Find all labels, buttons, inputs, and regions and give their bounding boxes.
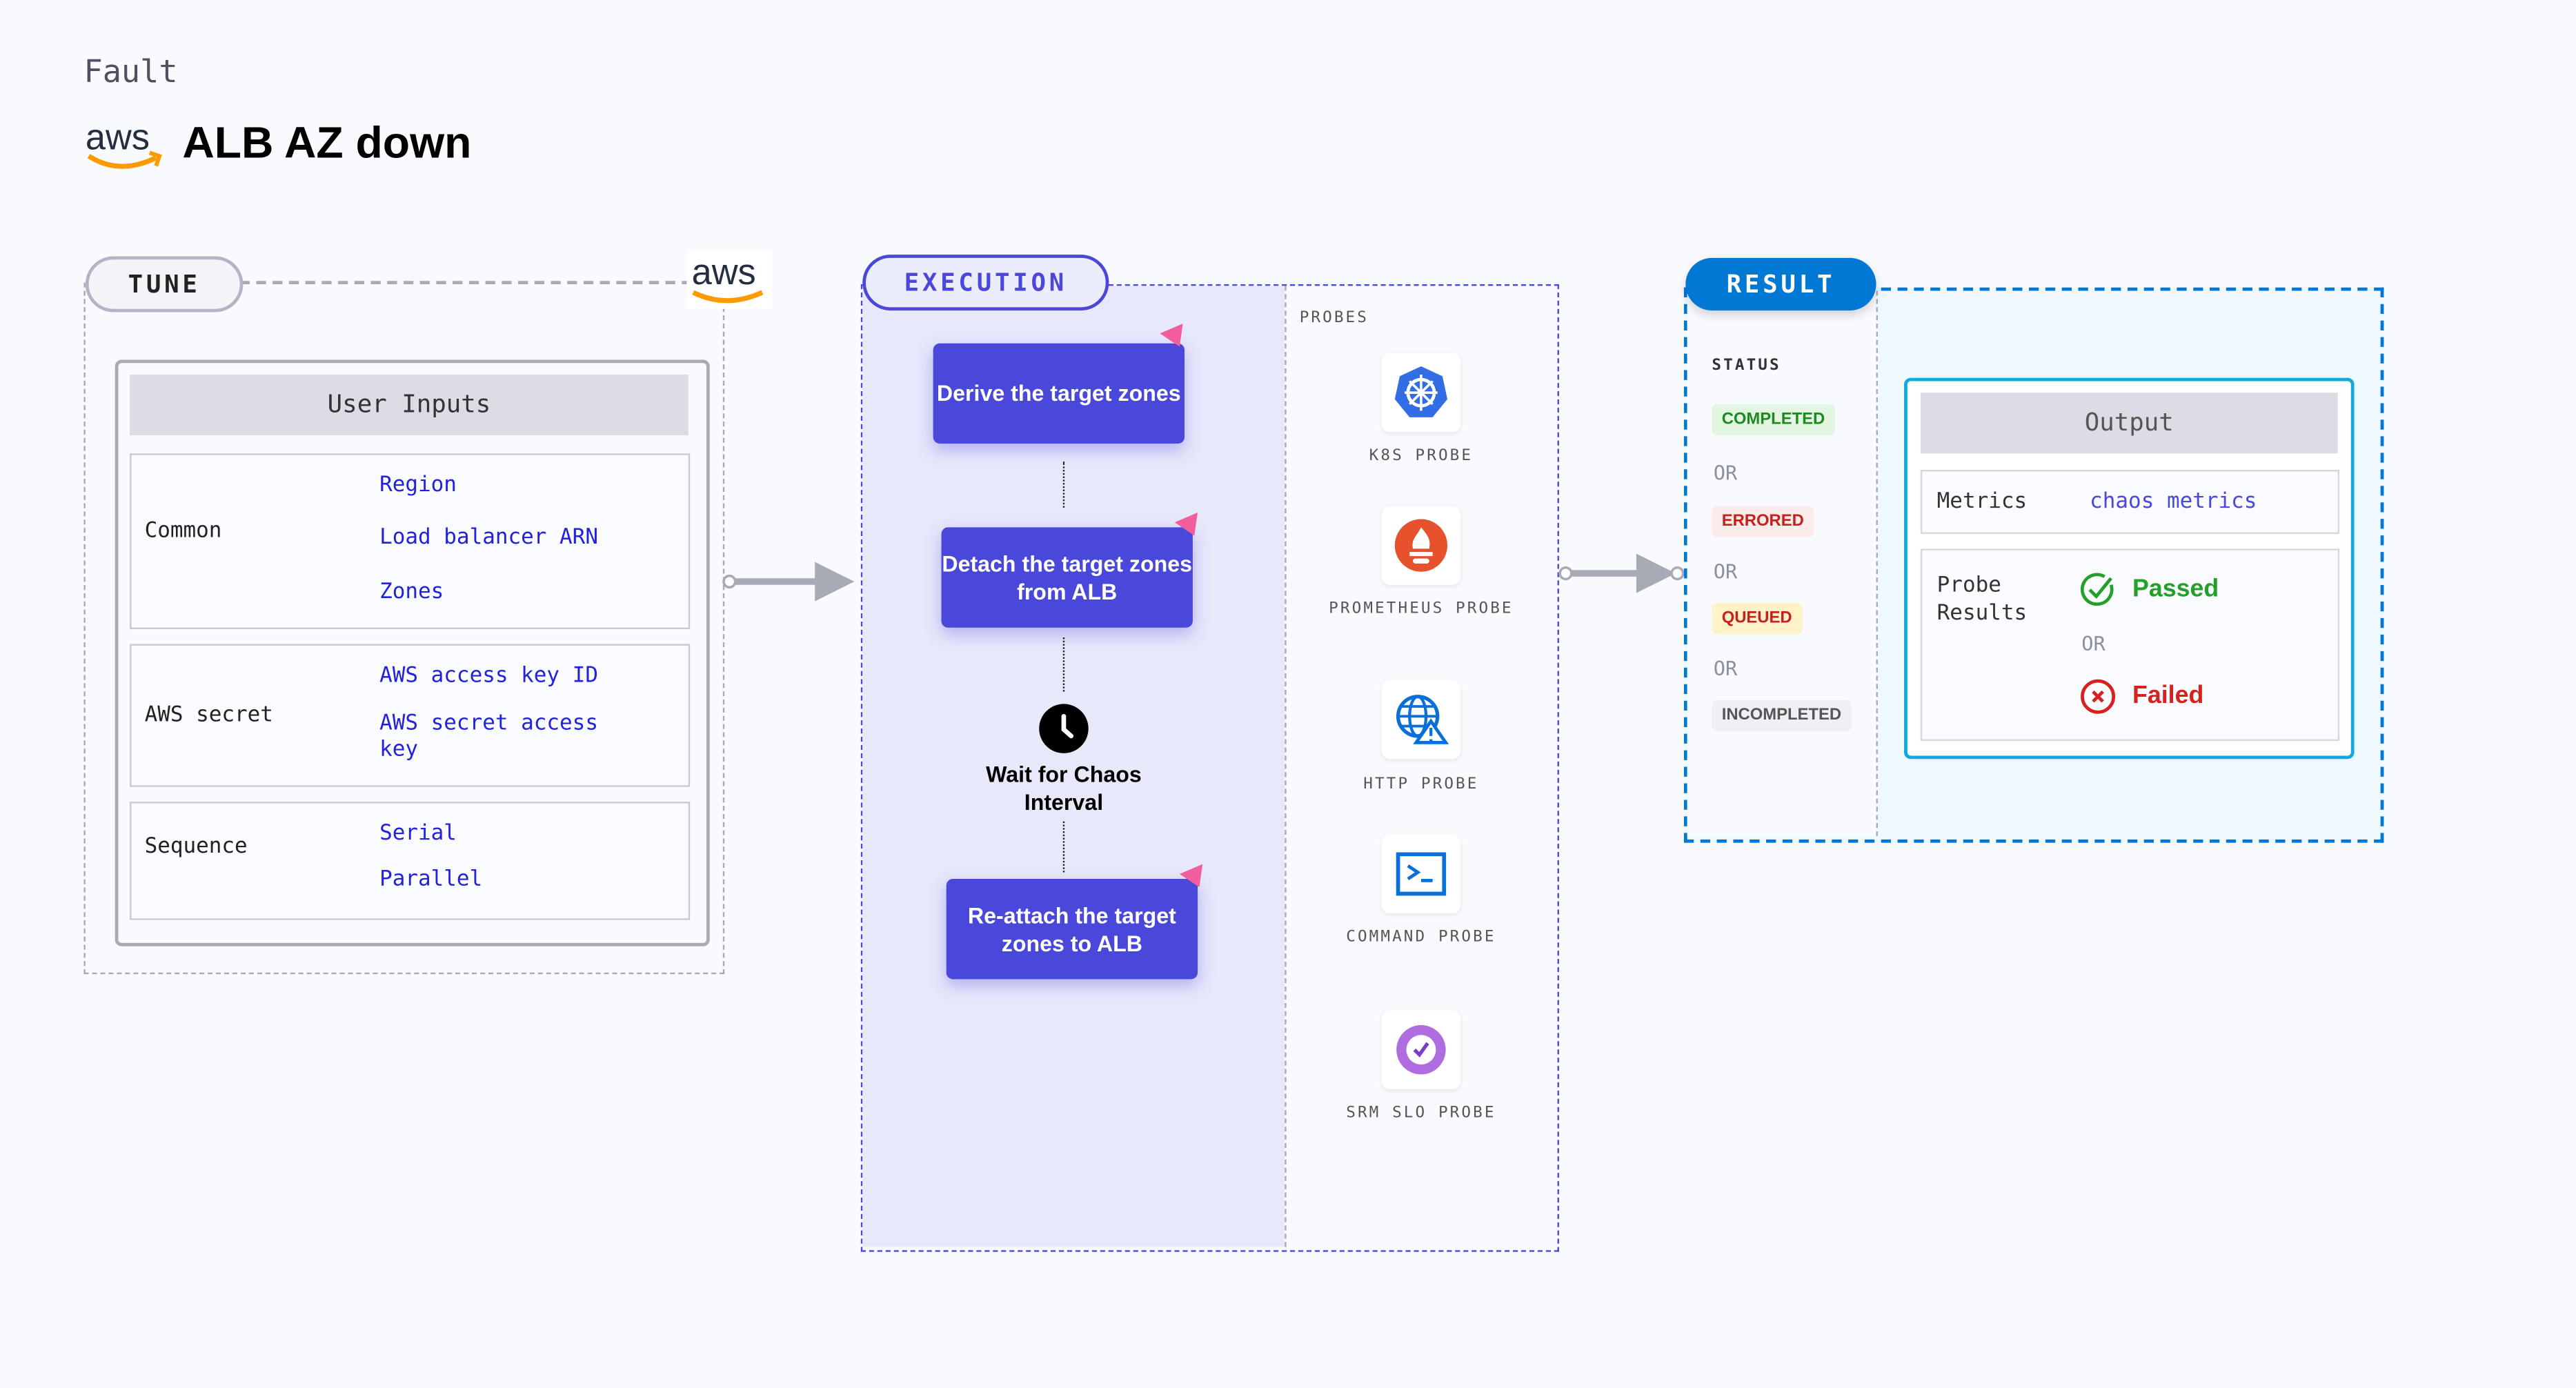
chaos-badge-icon (1160, 324, 1183, 347)
probe-label: K8S PROBE (1369, 446, 1474, 465)
step-wait-chaos-interval: Wait for Chaos Interval (986, 762, 1142, 815)
probe-command[interactable] (1381, 834, 1461, 914)
probes-title: PROBES (1299, 308, 1369, 327)
metrics-value: chaos metrics (2090, 489, 2257, 515)
section-label: Sequence (144, 834, 248, 860)
status-incompleted: INCOMPLETED (1712, 700, 1852, 731)
status-title: STATUS (1712, 356, 1781, 375)
probe-label: COMMAND PROBE (1346, 928, 1496, 946)
probe-label: HTTP PROBE (1363, 775, 1479, 794)
svg-text:aws: aws (86, 118, 150, 157)
or-label: OR (2081, 632, 2106, 656)
section-aws-secret: AWS secret AWS access key ID AWS secret … (130, 644, 691, 787)
failed-label: Failed (2132, 682, 2204, 710)
status-queued: QUEUED (1712, 602, 1802, 635)
status-column (1687, 290, 1878, 837)
probe-label: SRM SLO PROBE (1346, 1104, 1496, 1122)
tune-label: TUNE (85, 256, 244, 313)
connector (1062, 462, 1065, 508)
section-sequence: Sequence Serial Parallel (130, 802, 691, 920)
passed-label: Passed (2132, 575, 2219, 603)
output-title: Output (1920, 393, 2338, 454)
http-globe-icon (1396, 695, 1449, 744)
chaos-badge-icon (1179, 864, 1203, 887)
probe-results-label: Probe Results (1936, 573, 2028, 626)
probe-prometheus[interactable] (1381, 506, 1461, 585)
input-aws-access-key-id: AWS access key ID (379, 664, 598, 688)
aws-logo-icon: aws (686, 249, 773, 309)
arrow-tune-to-execution-icon (722, 562, 855, 602)
step-label: Detach the target zones from ALB (942, 551, 1193, 604)
or-label: OR (1713, 462, 1738, 485)
svg-text:aws: aws (692, 252, 756, 293)
clock-icon (1039, 704, 1089, 753)
or-label: OR (1713, 657, 1738, 680)
section-label: AWS secret (144, 703, 273, 728)
step-label: Re-attach the target zones to ALB (967, 902, 1176, 955)
probe-label: PROMETHEUS PROBE (1329, 599, 1514, 618)
page-title: ALB AZ down (182, 118, 472, 168)
arrow-execution-to-result-icon (1558, 553, 1685, 593)
tune-divider (239, 281, 692, 284)
aws-logo-icon: aws (86, 118, 162, 169)
step-detach-target-zones[interactable]: Detach the target zones from ALB (941, 527, 1193, 628)
status-completed: COMPLETED (1712, 404, 1835, 436)
x-circle-icon (2081, 679, 2116, 714)
user-inputs-title: User Inputs (130, 374, 688, 436)
terminal-icon (1396, 852, 1447, 896)
section-label: Common (144, 519, 222, 544)
chaos-badge-icon (1174, 512, 1198, 536)
step-label: Derive the target zones (936, 381, 1181, 406)
probe-srm-slo[interactable] (1381, 1010, 1461, 1089)
metrics-row: Metrics chaos metrics (1920, 470, 2340, 534)
sequence-parallel: Parallel (379, 867, 483, 893)
input-zones: Zones (379, 579, 444, 605)
metrics-label: Metrics (1936, 489, 2028, 515)
fault-label: Fault (83, 54, 178, 90)
execution-steps-area (862, 286, 1285, 1247)
section-common: Common Region Load balancer ARN Zones (130, 453, 691, 630)
probe-http[interactable] (1381, 680, 1461, 760)
probe-k8s[interactable] (1381, 353, 1461, 433)
input-region: Region (379, 473, 457, 498)
step-derive-target-zones[interactable]: Derive the target zones (933, 343, 1185, 444)
connector (1062, 637, 1065, 692)
input-load-balancer-arn: Load balancer ARN (379, 526, 598, 551)
probe-results-row: Probe Results Passed OR Failed (1920, 548, 2340, 742)
sequence-serial: Serial (379, 821, 457, 846)
result-label: RESULT (1685, 257, 1876, 311)
check-circle-icon (2080, 573, 2114, 606)
execution-container (860, 284, 1559, 1252)
connector (1062, 821, 1065, 873)
tune-container (83, 282, 725, 975)
or-label: OR (1713, 560, 1738, 584)
execution-divider (1285, 286, 1287, 1247)
input-aws-secret-access-key: AWS secret access key (379, 711, 598, 762)
slo-icon (1396, 1024, 1446, 1075)
prometheus-icon (1394, 519, 1448, 572)
step-reattach-target-zones[interactable]: Re-attach the target zones to ALB (946, 879, 1198, 980)
execution-label: EXECUTION (862, 255, 1109, 311)
status-errored: ERRORED (1712, 506, 1814, 537)
kubernetes-icon (1394, 366, 1448, 417)
